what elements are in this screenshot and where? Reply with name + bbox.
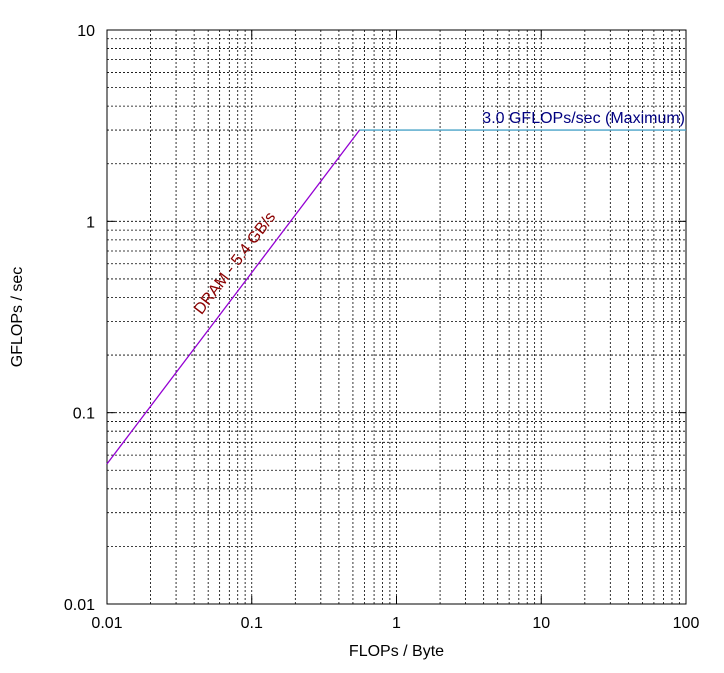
x-tick-label: 100 bbox=[673, 615, 700, 632]
x-tick-label: 10 bbox=[532, 615, 550, 632]
grid bbox=[107, 30, 686, 604]
y-tick-label: 0.01 bbox=[64, 597, 95, 614]
annotations: DRAM - 5.4 GB/s3.0 GFLOPs/sec (Maximum) bbox=[191, 110, 685, 318]
x-tick-label: 1 bbox=[392, 615, 401, 632]
x-tick-label: 0.1 bbox=[241, 615, 263, 632]
bandwidth-roof-line bbox=[106, 129, 361, 465]
x-tick-label: 0.01 bbox=[91, 615, 122, 632]
series-lines bbox=[106, 129, 686, 465]
axis-ticks: 0.01 0.1 1 10 100 0.01 0.1 1 10 bbox=[64, 23, 700, 632]
y-axis-title: GFLOPs / sec bbox=[9, 267, 26, 367]
y-tick-label: 1 bbox=[86, 214, 95, 231]
y-tick-label: 0.1 bbox=[73, 406, 95, 423]
x-axis-title: FLOPs / Byte bbox=[349, 643, 444, 660]
compute-annotation: 3.0 GFLOPs/sec (Maximum) bbox=[482, 110, 685, 127]
y-tick-label: 10 bbox=[77, 23, 95, 40]
